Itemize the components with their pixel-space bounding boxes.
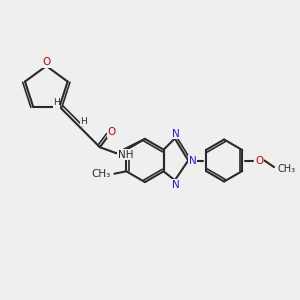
Text: O: O — [42, 57, 50, 68]
Text: CH₃: CH₃ — [277, 164, 295, 174]
Text: H: H — [53, 98, 60, 107]
Text: CH₃: CH₃ — [92, 169, 111, 179]
Text: O: O — [108, 127, 116, 137]
Text: H: H — [80, 117, 87, 126]
Text: O: O — [255, 155, 263, 166]
Text: NH: NH — [118, 150, 133, 160]
Text: N: N — [172, 180, 180, 190]
Text: N: N — [172, 129, 180, 139]
Text: N: N — [189, 155, 196, 166]
